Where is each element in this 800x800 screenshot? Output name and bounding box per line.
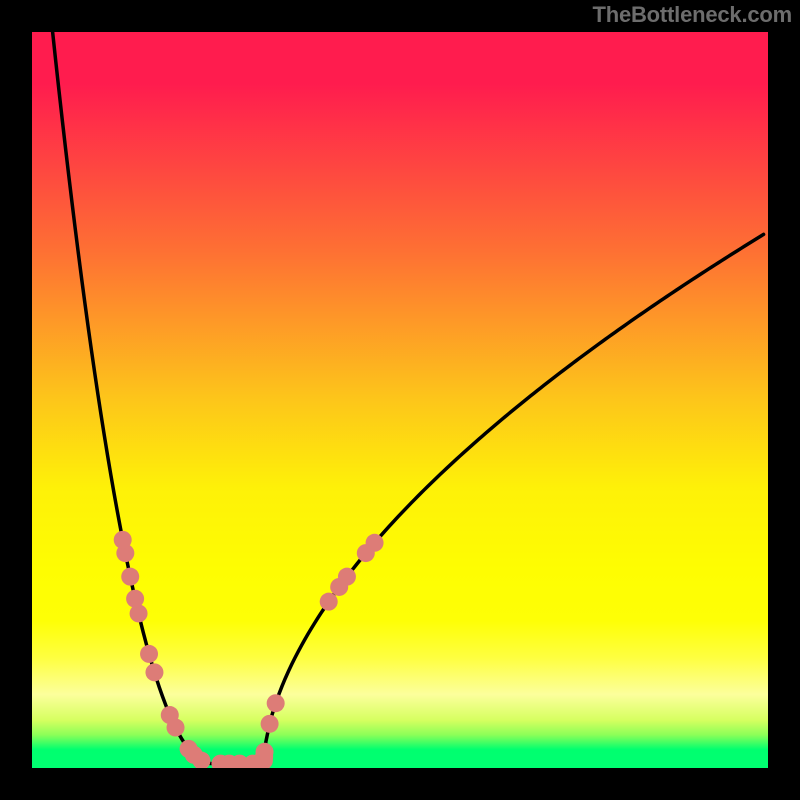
plot-area bbox=[32, 32, 768, 768]
chart-stage: TheBottleneck.com bbox=[0, 0, 800, 800]
watermark-text: TheBottleneck.com bbox=[592, 2, 792, 28]
gradient-background bbox=[32, 32, 768, 768]
